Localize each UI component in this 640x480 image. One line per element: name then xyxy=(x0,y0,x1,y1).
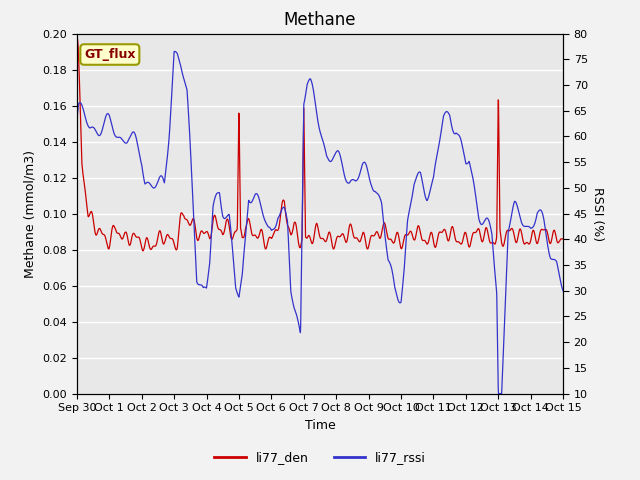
Y-axis label: Methane (mmol/m3): Methane (mmol/m3) xyxy=(24,150,36,277)
X-axis label: Time: Time xyxy=(305,419,335,432)
Text: GT_flux: GT_flux xyxy=(84,48,136,61)
Y-axis label: RSSI (%): RSSI (%) xyxy=(591,187,604,240)
Legend: li77_den, li77_rssi: li77_den, li77_rssi xyxy=(209,446,431,469)
Title: Methane: Methane xyxy=(284,11,356,29)
